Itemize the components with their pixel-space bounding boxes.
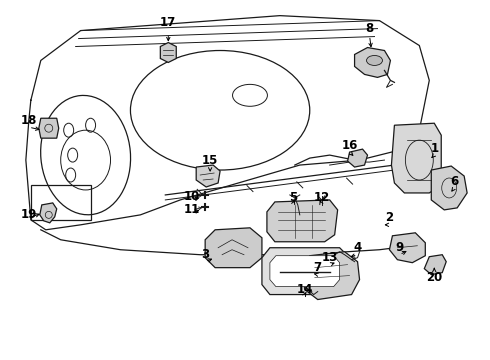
Polygon shape	[262, 248, 347, 294]
Text: 15: 15	[202, 154, 219, 167]
Text: 16: 16	[342, 139, 358, 152]
Polygon shape	[347, 149, 368, 167]
Text: 11: 11	[184, 203, 200, 216]
Polygon shape	[392, 123, 441, 193]
Polygon shape	[424, 255, 446, 275]
Text: 14: 14	[296, 283, 313, 296]
Polygon shape	[390, 233, 425, 263]
Polygon shape	[196, 165, 220, 187]
Polygon shape	[431, 166, 467, 210]
Text: 19: 19	[21, 208, 37, 221]
Text: 3: 3	[201, 248, 209, 261]
Text: 10: 10	[184, 190, 200, 203]
Polygon shape	[302, 252, 360, 300]
Polygon shape	[270, 256, 340, 287]
Text: 6: 6	[450, 175, 458, 189]
Text: 7: 7	[314, 261, 322, 274]
Text: 5: 5	[289, 192, 297, 204]
Text: 8: 8	[366, 22, 374, 35]
Polygon shape	[355, 48, 391, 77]
Text: 18: 18	[21, 114, 37, 127]
Polygon shape	[267, 200, 338, 242]
Text: 12: 12	[314, 192, 330, 204]
Ellipse shape	[367, 55, 383, 66]
Polygon shape	[39, 118, 59, 138]
Polygon shape	[40, 203, 57, 223]
Text: 20: 20	[426, 271, 442, 284]
Polygon shape	[205, 228, 262, 268]
Text: 17: 17	[160, 16, 176, 29]
Text: 2: 2	[385, 211, 393, 224]
Polygon shape	[160, 42, 176, 62]
Text: 9: 9	[395, 241, 404, 254]
Text: 13: 13	[321, 251, 338, 264]
Text: 4: 4	[353, 241, 362, 254]
Text: 1: 1	[430, 141, 439, 155]
